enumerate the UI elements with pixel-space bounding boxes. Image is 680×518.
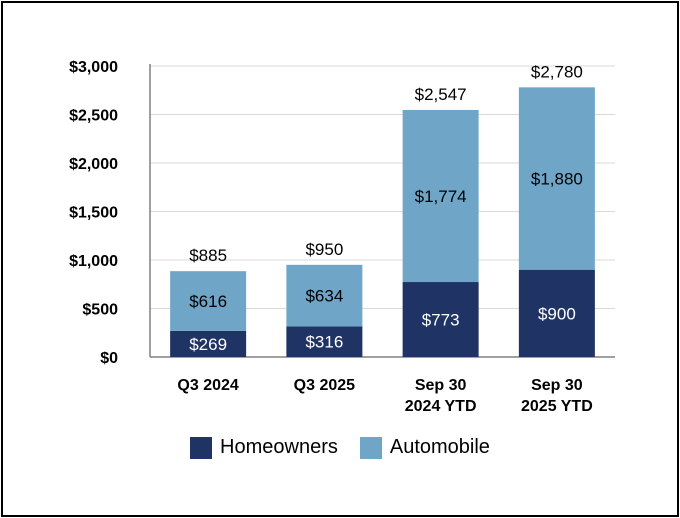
x-category-label: 2025 YTD: [521, 398, 593, 415]
legend-label-automobile: Automobile: [389, 436, 490, 458]
total-label: $950: [305, 240, 343, 259]
data-label: $316: [305, 333, 343, 352]
legend-swatch-homeowners: [190, 436, 213, 459]
y-tick-label: $500: [82, 302, 118, 319]
bar-homeowners: [286, 326, 363, 357]
legend-item-homeowners: Homeowners: [190, 436, 338, 459]
bar-homeowners: [402, 282, 479, 357]
legend-label-homeowners: Homeowners: [220, 436, 338, 458]
x-category-label: 2024 YTD: [405, 398, 477, 415]
data-label: $1,880: [531, 170, 583, 189]
data-label: $773: [422, 311, 460, 330]
legend-item-automobile: Automobile: [359, 436, 490, 459]
total-label: $2,780: [531, 62, 583, 81]
legend-swatch-automobile: [359, 436, 382, 459]
y-tick-label: $0: [100, 350, 118, 367]
x-category-label: Q3 2025: [294, 377, 355, 394]
bar-automobile: [170, 271, 247, 331]
data-label: $900: [538, 304, 576, 323]
y-tick-label: $1,500: [69, 205, 118, 222]
bar-automobile: [518, 87, 595, 270]
x-category-label: Q3 2024: [177, 377, 238, 394]
x-category-label: Sep 30: [415, 377, 467, 394]
y-tick-label: $2,500: [69, 108, 118, 125]
bar-homeowners: [518, 269, 595, 357]
x-category-label: Sep 30: [531, 377, 583, 394]
bar-homeowners: [170, 330, 247, 357]
data-label: $1,774: [415, 187, 467, 206]
y-tick-label: $3,000: [69, 59, 118, 76]
data-label: $269: [189, 335, 227, 354]
bar-automobile: [286, 264, 363, 327]
data-label: $634: [305, 287, 343, 306]
total-label: $2,547: [415, 85, 467, 104]
legend: Homeowners Automobile: [0, 436, 680, 459]
data-label: $616: [189, 292, 227, 311]
total-label: $885: [189, 246, 227, 265]
y-tick-label: $1,000: [69, 253, 118, 270]
y-tick-label: $2,000: [69, 156, 118, 173]
bar-automobile: [402, 109, 479, 283]
